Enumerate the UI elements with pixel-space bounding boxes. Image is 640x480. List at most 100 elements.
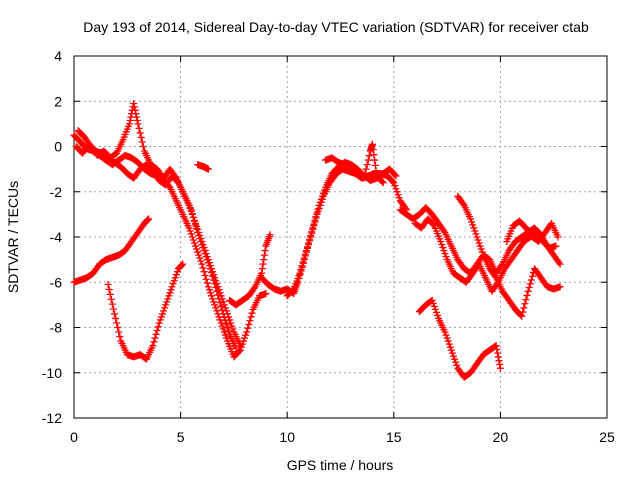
data-point bbox=[201, 271, 209, 279]
data-point bbox=[242, 331, 250, 339]
data-point bbox=[228, 322, 236, 330]
data-point bbox=[204, 165, 212, 173]
data-point bbox=[446, 343, 454, 351]
data-point bbox=[202, 275, 210, 283]
data-point bbox=[496, 360, 504, 368]
data-point bbox=[210, 298, 218, 306]
data-point bbox=[172, 271, 180, 279]
data-point bbox=[440, 247, 448, 255]
data-point bbox=[190, 216, 198, 224]
data-point bbox=[105, 285, 113, 293]
data-point bbox=[179, 260, 187, 268]
data-point bbox=[173, 268, 181, 276]
data-point bbox=[213, 280, 221, 288]
data-point bbox=[216, 299, 224, 307]
data-point bbox=[104, 281, 112, 289]
data-point bbox=[145, 215, 153, 223]
data-point bbox=[308, 228, 316, 236]
data-point bbox=[445, 340, 453, 348]
series-arc-5 bbox=[104, 260, 187, 363]
data-point bbox=[186, 204, 194, 212]
data-point bbox=[313, 209, 321, 217]
y-tick-label: 2 bbox=[54, 93, 62, 109]
data-point bbox=[135, 124, 143, 132]
data-point bbox=[195, 228, 203, 236]
data-point bbox=[236, 342, 244, 350]
data-point bbox=[210, 271, 218, 279]
data-point bbox=[224, 324, 232, 331]
data-point bbox=[442, 331, 450, 339]
data-point bbox=[186, 227, 194, 235]
data-point bbox=[556, 283, 564, 291]
data-point bbox=[378, 178, 386, 186]
data-point bbox=[226, 316, 234, 324]
data-point bbox=[447, 346, 455, 354]
data-point bbox=[430, 302, 438, 310]
data-point bbox=[317, 195, 325, 203]
data-point bbox=[260, 251, 268, 259]
data-point bbox=[187, 207, 195, 215]
data-point bbox=[306, 235, 314, 243]
data-point bbox=[305, 239, 313, 247]
data-point bbox=[221, 331, 229, 339]
data-point bbox=[192, 219, 200, 227]
data-point bbox=[552, 242, 560, 250]
data-point bbox=[235, 347, 243, 355]
data-point bbox=[431, 305, 439, 313]
data-point bbox=[428, 296, 436, 304]
data-point bbox=[132, 110, 140, 118]
data-point bbox=[474, 236, 482, 244]
series-arc-15 bbox=[415, 296, 504, 381]
data-point bbox=[555, 259, 563, 267]
chart-title: Day 193 of 2014, Sidereal Day-to-day VTE… bbox=[83, 19, 589, 35]
grid-lines bbox=[74, 56, 607, 418]
data-point bbox=[522, 296, 530, 304]
data-point bbox=[217, 292, 225, 300]
data-point bbox=[213, 307, 221, 315]
data-point bbox=[161, 304, 169, 312]
data-point bbox=[114, 324, 122, 331]
data-point bbox=[361, 170, 369, 178]
data-point bbox=[219, 298, 227, 306]
data-point bbox=[209, 295, 217, 303]
data-point bbox=[202, 250, 210, 258]
data-point bbox=[222, 320, 230, 328]
data-point bbox=[475, 239, 483, 247]
data-point bbox=[144, 216, 152, 224]
data-point bbox=[258, 265, 266, 273]
x-axis-label: GPS time / hours bbox=[287, 457, 394, 473]
x-tick-label: 20 bbox=[493, 429, 509, 445]
data-point bbox=[136, 129, 144, 137]
data-point bbox=[220, 328, 228, 336]
data-point bbox=[250, 284, 258, 292]
y-tick-label: 0 bbox=[54, 139, 62, 155]
data-point bbox=[106, 290, 114, 298]
data-point bbox=[437, 238, 445, 246]
data-point bbox=[199, 264, 207, 272]
data-point bbox=[443, 334, 451, 342]
data-point bbox=[311, 216, 319, 224]
data-point bbox=[440, 227, 448, 235]
series-arc-10 bbox=[322, 140, 387, 187]
data-point bbox=[138, 138, 146, 146]
data-point bbox=[441, 250, 449, 258]
data-point bbox=[525, 284, 533, 292]
data-point bbox=[154, 323, 162, 331]
data-point bbox=[556, 260, 564, 268]
data-point bbox=[178, 261, 186, 269]
data-point bbox=[137, 133, 145, 141]
data-point bbox=[359, 173, 367, 181]
data-point bbox=[195, 251, 203, 259]
data-point bbox=[523, 291, 531, 299]
data-point bbox=[167, 286, 175, 294]
data-point bbox=[212, 304, 220, 312]
y-tick-label: -10 bbox=[42, 365, 62, 381]
data-point bbox=[232, 344, 240, 352]
data-point bbox=[188, 233, 196, 241]
data-point bbox=[246, 317, 254, 325]
data-point bbox=[309, 224, 317, 232]
y-tick-label: -12 bbox=[42, 410, 62, 426]
data-point bbox=[185, 201, 193, 209]
